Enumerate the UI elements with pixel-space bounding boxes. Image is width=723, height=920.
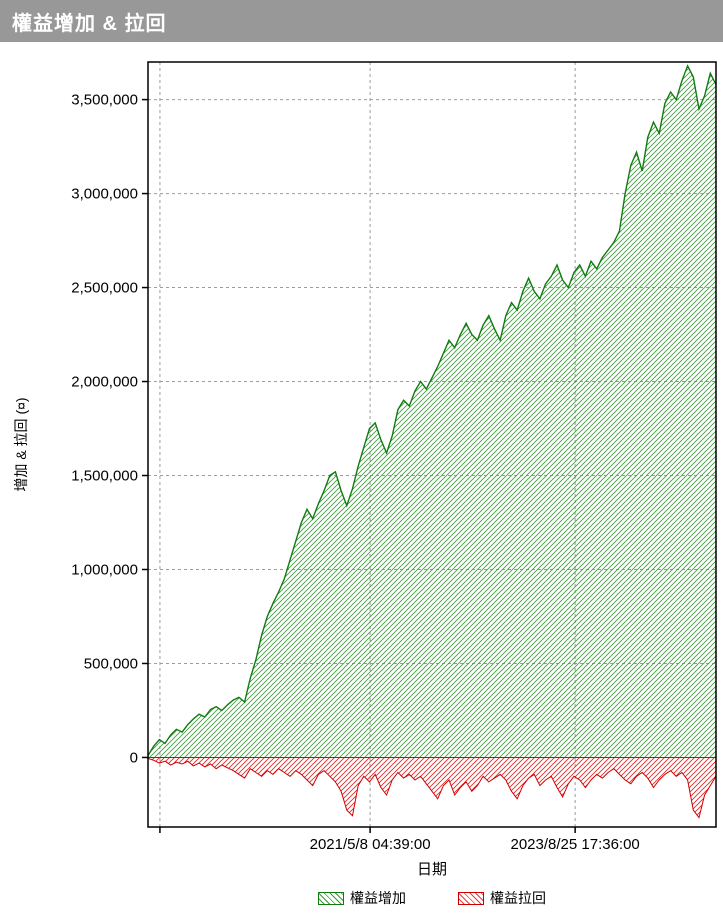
- plot-border: [147, 61, 717, 828]
- equity-gain-line: [147, 64, 717, 756]
- y-tick-label: 1,500,000: [71, 468, 138, 485]
- legend-label-drawdown: 權益拉回: [490, 890, 546, 906]
- drawdown-line: [147, 757, 717, 819]
- x-tick-label: 2021/5/8 04:39:00: [310, 836, 431, 853]
- y-axis: 0 500,000 1,000,000 1,500,000 2,000,000 2,500…: [71, 92, 148, 766]
- legend-item-equity-gain: 權益增加: [318, 888, 406, 908]
- drawdown-area: [148, 757, 716, 818]
- y-tick-label: 500,000: [84, 655, 138, 672]
- x-axis-title: 日期: [417, 861, 447, 878]
- drawdown-swatch-icon: [458, 891, 484, 905]
- y-tick-label: 2,000,000: [71, 374, 138, 391]
- y-axis-title: 增加 & 拉回 (¤): [13, 397, 29, 491]
- y-tick-label: 3,500,000: [71, 92, 138, 109]
- legend-label-equity-gain: 權益增加: [350, 890, 406, 906]
- page-title: 權益增加 & 拉回: [12, 12, 167, 35]
- y-tick-label: 0: [130, 749, 138, 766]
- y-tick-label: 3,000,000: [71, 186, 138, 203]
- chart-legend: 權益增加 權益拉回: [148, 888, 716, 908]
- x-tick-label: 2023/8/25 17:36:00: [510, 836, 639, 853]
- y-tick-label: 1,000,000: [71, 561, 138, 578]
- equity-drawdown-chart: 0 500,000 1,000,000 1,500,000 2,000,000 2,500…: [13, 61, 717, 878]
- equity-gain-area: [148, 65, 716, 758]
- x-axis: 2021/5/8 04:39:00 2023/8/25 17:36:00: [159, 827, 640, 853]
- legend-item-drawdown: 權益拉回: [458, 888, 546, 908]
- equity-gain-swatch-icon: [318, 891, 344, 905]
- chart-panel: 0 500,000 1,000,000 1,500,000 2,000,000 2,500…: [0, 42, 723, 920]
- y-tick-label: 2,500,000: [71, 280, 138, 297]
- report-header: 權益增加 & 拉回: [0, 0, 723, 42]
